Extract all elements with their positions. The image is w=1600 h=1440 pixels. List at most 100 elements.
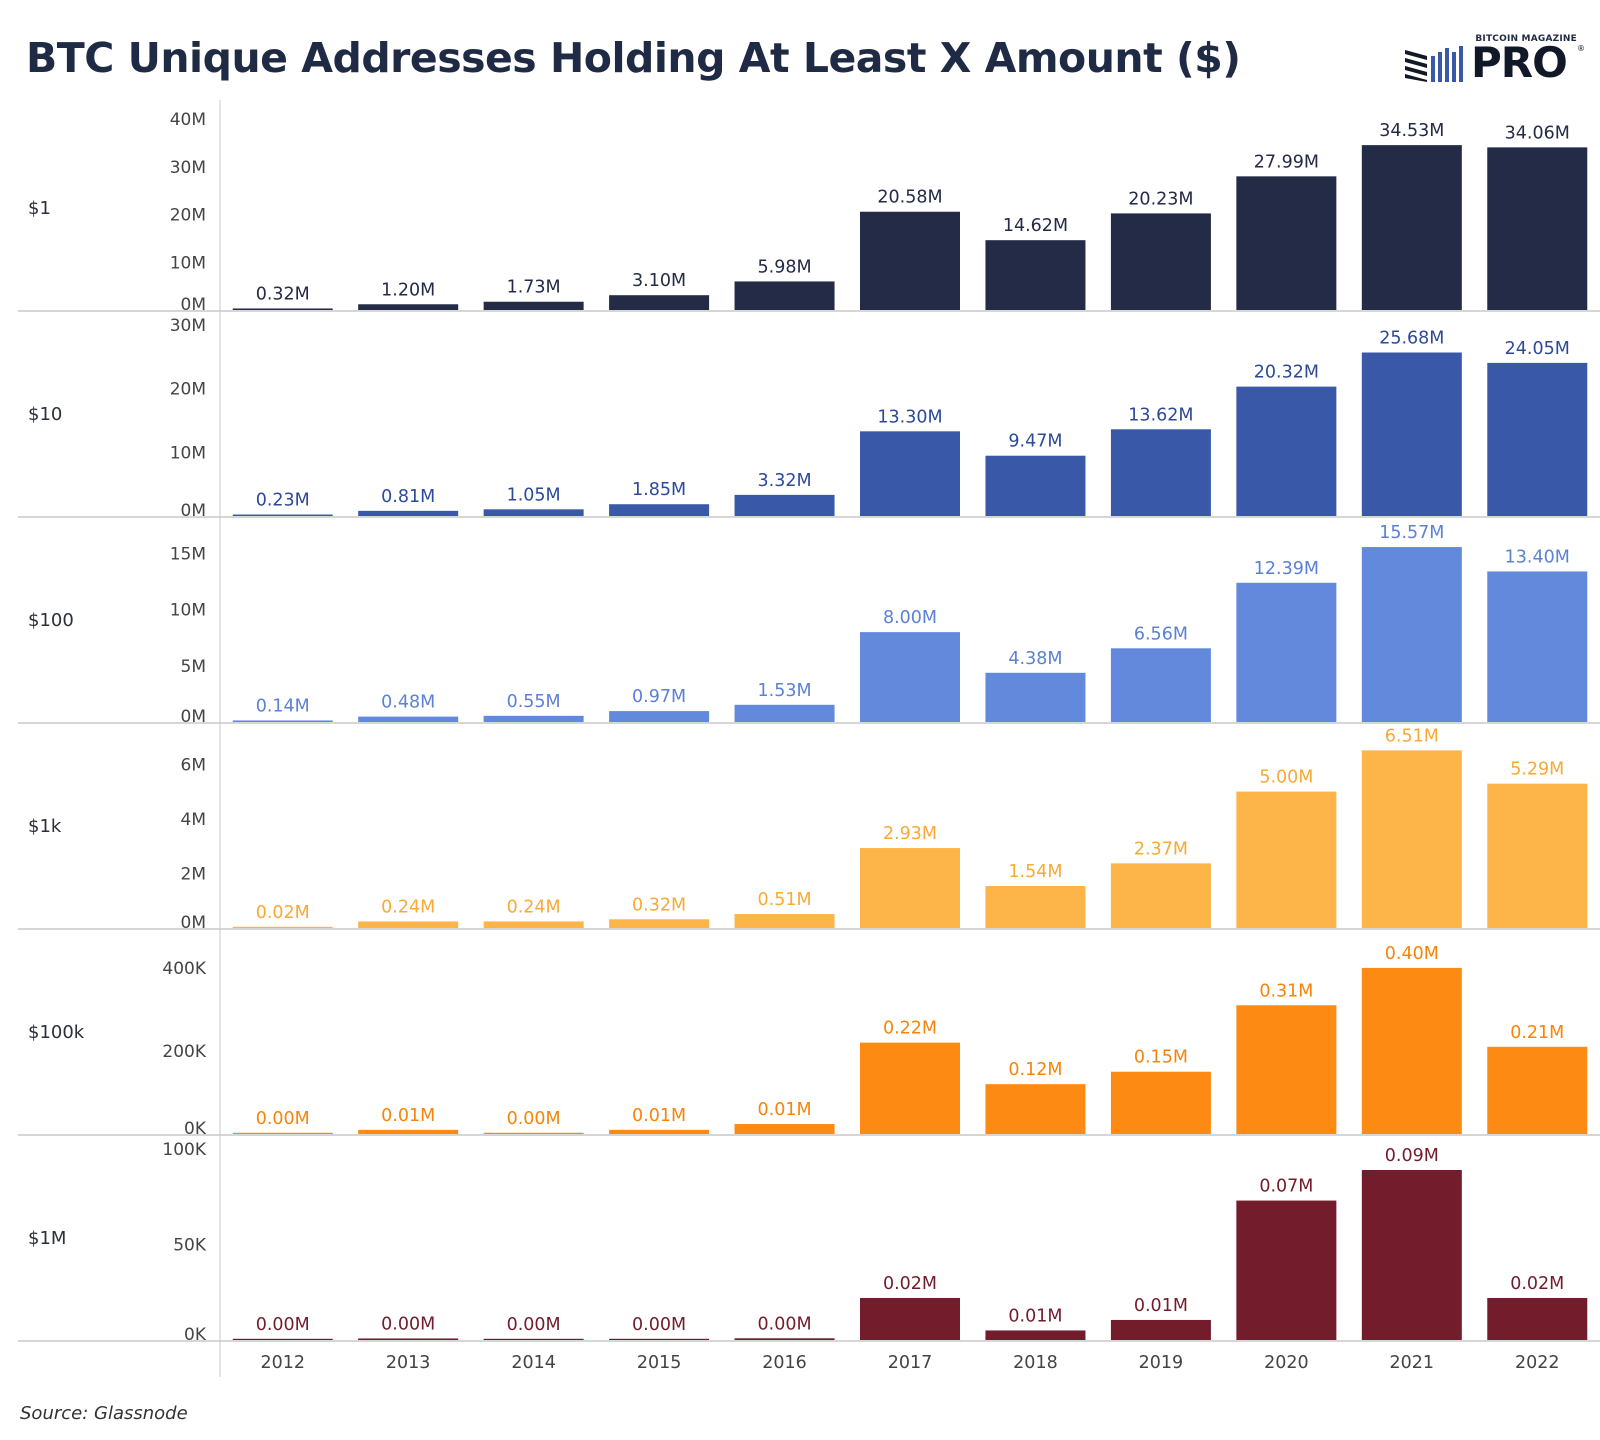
bar xyxy=(734,1338,835,1340)
bar-value-label: 0.01M xyxy=(632,1106,686,1126)
bar-value-label: 20.23M xyxy=(1128,189,1193,209)
bar xyxy=(860,1297,960,1340)
bar xyxy=(1110,1319,1211,1340)
bar xyxy=(860,1042,960,1134)
x-tick-label: 2014 xyxy=(511,1353,556,1373)
bar-value-label: 13.40M xyxy=(1505,547,1570,567)
y-tick-label: 20M xyxy=(170,380,206,400)
bar-value-label: 0.23M xyxy=(256,491,310,511)
bar-value-label: 1.54M xyxy=(1008,862,1062,882)
bar xyxy=(232,720,333,722)
x-tick-label: 2015 xyxy=(637,1353,682,1373)
bar-value-label: 0.14M xyxy=(256,696,310,716)
bar-value-label: 24.05M xyxy=(1505,339,1570,359)
bar-value-label: 0.01M xyxy=(1134,1296,1188,1316)
bar-value-label: 0.02M xyxy=(883,1274,937,1294)
bar xyxy=(985,885,1086,928)
bar xyxy=(1487,147,1588,310)
x-tick-label: 2016 xyxy=(762,1353,807,1373)
y-tick-label: 10M xyxy=(170,443,206,463)
bar xyxy=(985,240,1086,310)
bar xyxy=(609,919,710,928)
bar xyxy=(1361,750,1462,928)
y-tick-label: 30M xyxy=(170,316,206,336)
logo-registered-mark: ® xyxy=(1577,44,1585,53)
bar-value-label: 0.00M xyxy=(758,1314,812,1334)
bar xyxy=(1487,1297,1588,1340)
panel-5: $100k 0K 200K 400K 0.00M 0.01M 0.00M 0.01M 0.01M… xyxy=(18,944,1600,1139)
y-tick-label: 0M xyxy=(181,913,206,933)
bar-value-label: 15.57M xyxy=(1379,523,1444,543)
bar xyxy=(1487,1046,1588,1134)
row-label: $1 xyxy=(28,198,51,219)
bar-value-label: 6.51M xyxy=(1385,726,1439,746)
bar-value-label: 0.24M xyxy=(507,897,561,917)
bar-value-label: 3.32M xyxy=(758,471,812,491)
bar xyxy=(1236,582,1337,722)
y-tick-label: 0K xyxy=(184,1325,207,1345)
bar xyxy=(1110,863,1211,928)
bar xyxy=(1361,352,1462,516)
bar-value-label: 2.93M xyxy=(883,824,937,844)
y-tick-label: 0M xyxy=(181,295,206,315)
y-tick-label: 15M xyxy=(170,544,206,564)
bar-value-label: 0.00M xyxy=(256,1315,310,1335)
bar xyxy=(232,1132,333,1134)
bar xyxy=(358,304,459,310)
x-tick-label: 2013 xyxy=(386,1353,431,1373)
y-tick-label: 40M xyxy=(170,110,206,130)
y-tick-label: 30M xyxy=(170,158,206,178)
panel-4: $1k 0M 2M 4M 6M 0.02M 0.24M 0.24M 0.32M 0.51M 2.93… xyxy=(18,726,1600,933)
bar xyxy=(358,1129,459,1134)
bar-value-label: 5.98M xyxy=(758,257,812,277)
chart-area: $1 0M 10M 20M 30M 40M 0.32M 1.20M 1.73M 3.10M 5.98… xyxy=(18,100,1600,1377)
y-tick-label: 10M xyxy=(170,601,206,621)
bar-value-label: 0.55M xyxy=(507,692,561,712)
row-label: $10 xyxy=(28,404,62,425)
bar xyxy=(1236,791,1337,928)
bar-value-label: 2.37M xyxy=(1134,839,1188,859)
logo-bars-icon xyxy=(1405,46,1463,82)
bar-value-label: 0.32M xyxy=(632,895,686,915)
panel-2: $10 0M 10M 20M 30M 0.23M 0.81M 1.05M 1.85M 3.32M 1… xyxy=(18,316,1600,521)
bar-value-label: 0.00M xyxy=(256,1109,310,1129)
y-tick-label: 5M xyxy=(181,657,206,677)
bar-value-label: 1.05M xyxy=(507,485,561,505)
bar xyxy=(609,1338,710,1340)
bar-value-label: 20.58M xyxy=(877,188,942,208)
bar-value-label: 13.30M xyxy=(877,407,942,427)
bar xyxy=(232,514,333,516)
bar-value-label: 20.32M xyxy=(1254,363,1319,383)
y-tick-label: 4M xyxy=(181,810,206,830)
bar xyxy=(1361,547,1462,722)
bar xyxy=(1487,362,1588,516)
bar-value-label: 0.21M xyxy=(1510,1023,1564,1043)
bar xyxy=(609,504,710,516)
row-label: $100k xyxy=(28,1022,85,1043)
x-tick-label: 2017 xyxy=(888,1353,933,1373)
bar-value-label: 0.97M xyxy=(632,687,686,707)
bar-value-label: 0.00M xyxy=(632,1315,686,1335)
bar xyxy=(1361,1170,1462,1340)
bar xyxy=(483,509,584,516)
bar-value-label: 4.38M xyxy=(1008,649,1062,669)
bar xyxy=(609,295,710,310)
bar xyxy=(1236,386,1337,516)
bar xyxy=(232,926,333,928)
row-label: $1M xyxy=(28,1228,66,1249)
bar-value-label: 34.06M xyxy=(1505,123,1570,143)
bar xyxy=(1361,145,1462,310)
x-tick-label: 2012 xyxy=(260,1353,305,1373)
y-tick-label: 10M xyxy=(170,253,206,273)
bar xyxy=(734,1124,835,1134)
bar-value-label: 0.51M xyxy=(758,890,812,910)
bar-value-label: 6.56M xyxy=(1134,624,1188,644)
bar-value-label: 0.00M xyxy=(381,1314,435,1334)
bar-value-label: 0.22M xyxy=(883,1019,937,1039)
bar xyxy=(609,1129,710,1134)
bar xyxy=(1236,1200,1337,1340)
bar xyxy=(483,921,584,928)
bar-value-label: 0.02M xyxy=(256,903,310,923)
bar xyxy=(1487,571,1588,722)
y-tick-label: 50K xyxy=(173,1236,207,1256)
